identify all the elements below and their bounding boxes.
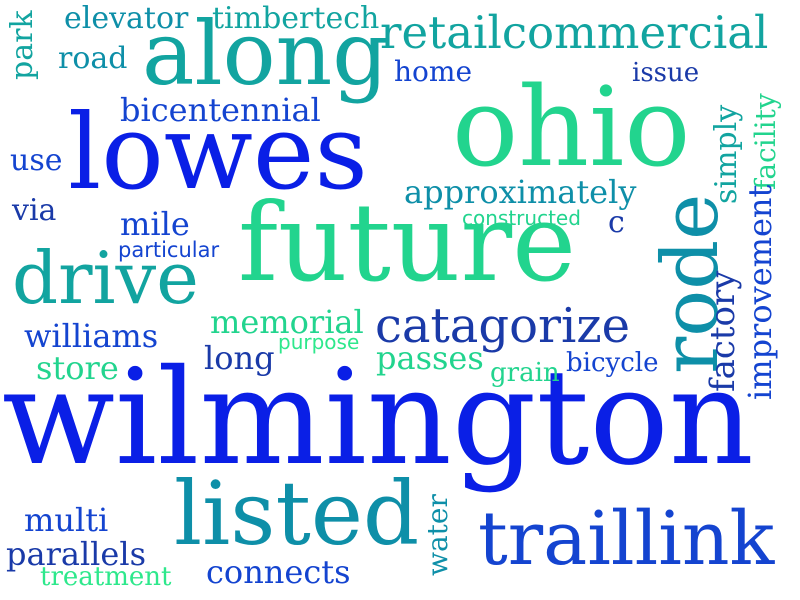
word-grain: grain bbox=[490, 358, 560, 388]
word-home: home bbox=[394, 55, 473, 88]
word-williams: williams bbox=[24, 317, 159, 355]
word-treatment: treatment bbox=[40, 562, 172, 592]
word-retailcommercial: retailcommercial bbox=[380, 6, 769, 59]
word-bicentennial: bicentennial bbox=[120, 91, 321, 129]
word-use: use bbox=[10, 143, 63, 178]
word-issue: issue bbox=[632, 58, 700, 88]
word-via: via bbox=[12, 193, 57, 228]
word-listed: listed bbox=[174, 462, 420, 565]
word-parallels: parallels bbox=[6, 535, 146, 573]
word-elevator: elevator bbox=[64, 1, 189, 36]
word-memorial: memorial bbox=[210, 303, 364, 341]
word-improvement: improvement bbox=[741, 184, 779, 400]
word-passes: passes bbox=[376, 339, 484, 377]
word-bicycle: bicycle bbox=[566, 348, 659, 378]
word-store: store bbox=[36, 349, 119, 387]
word-purpose: purpose bbox=[278, 330, 360, 354]
word-mile: mile bbox=[120, 205, 190, 243]
word-simply: simply bbox=[709, 104, 744, 204]
word-constructed: constructed bbox=[462, 206, 581, 230]
word-ohio: ohio bbox=[452, 63, 691, 191]
word-long: long bbox=[204, 339, 275, 377]
word-connects: connects bbox=[206, 553, 351, 591]
word-catagorize: catagorize bbox=[375, 298, 631, 354]
word-approximately: approximately bbox=[404, 173, 637, 211]
word-drive: drive bbox=[12, 236, 199, 320]
word-traillink: traillink bbox=[478, 496, 775, 582]
word-lowes: lowes bbox=[68, 91, 368, 213]
word-facility: facility bbox=[749, 93, 782, 190]
word-wilmington: wilmington bbox=[2, 341, 754, 495]
word-timbertech: timbertech bbox=[212, 1, 380, 36]
word-along: along bbox=[142, 2, 389, 105]
word-park: park bbox=[5, 10, 40, 80]
word-c: c bbox=[608, 205, 625, 240]
word-future: future bbox=[238, 181, 577, 306]
word-water: water bbox=[421, 494, 454, 576]
word-multi: multi bbox=[24, 501, 109, 539]
word-road: road bbox=[58, 41, 128, 76]
word-factory: factory bbox=[703, 270, 743, 393]
word-particular: particular bbox=[118, 238, 220, 262]
